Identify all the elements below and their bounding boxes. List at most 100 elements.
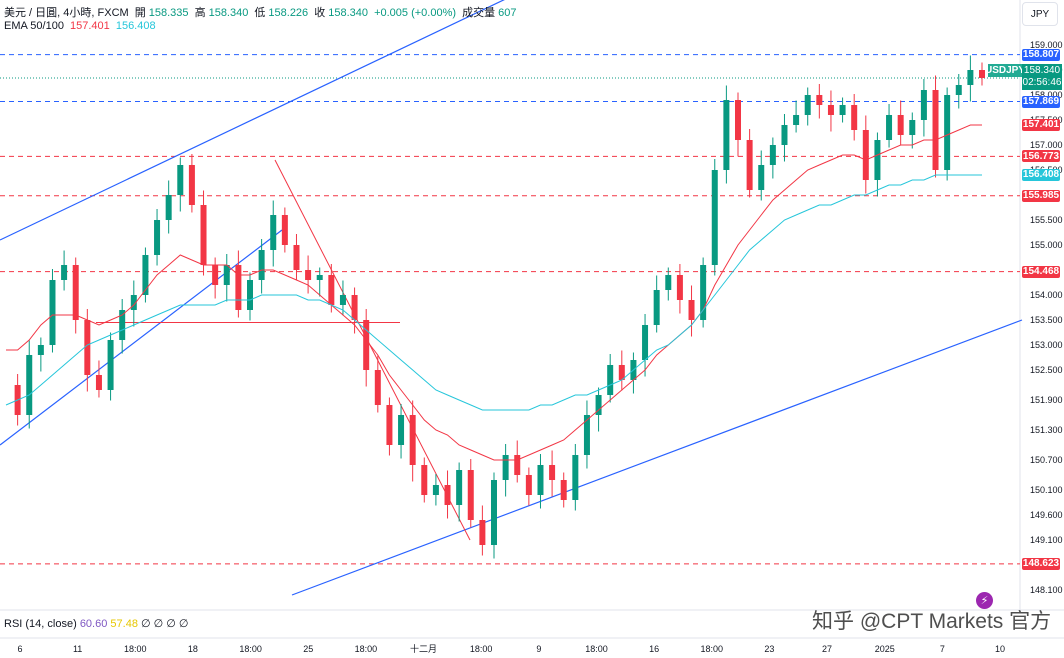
y-tick-label: 155.000 bbox=[1030, 240, 1063, 250]
x-tick-label: 27 bbox=[822, 644, 832, 654]
candle-body bbox=[107, 340, 114, 390]
candle-body bbox=[816, 95, 823, 105]
candle-body bbox=[49, 280, 56, 345]
candle-body bbox=[583, 415, 590, 455]
candle-body bbox=[247, 280, 253, 310]
candle-body bbox=[351, 295, 358, 320]
x-tick-label: 18:00 bbox=[470, 644, 493, 654]
candle-body bbox=[909, 120, 916, 135]
candle-body bbox=[142, 255, 149, 295]
candle-body bbox=[676, 275, 683, 300]
upper-trend-line bbox=[0, 0, 505, 241]
candle-body bbox=[432, 485, 439, 495]
x-tick-label: 9 bbox=[536, 644, 541, 654]
candle-body bbox=[270, 215, 277, 250]
y-tick-label: 150.100 bbox=[1030, 485, 1063, 495]
candle-body bbox=[711, 170, 718, 265]
y-tick-label: 158.000 bbox=[1030, 90, 1063, 100]
x-tick-label: 十二月 bbox=[410, 643, 437, 654]
x-tick-label: 25 bbox=[303, 644, 313, 654]
candle-body bbox=[154, 220, 161, 255]
candle-body bbox=[84, 320, 91, 375]
candle-body bbox=[119, 310, 126, 340]
rsi-legend[interactable]: RSI (14, close) 60.60 57.48 ∅ ∅ ∅ ∅ bbox=[4, 617, 189, 630]
candle-body bbox=[502, 455, 509, 480]
rsi-value-2: 57.48 bbox=[110, 618, 138, 630]
candle-body bbox=[177, 165, 184, 195]
symbol-line[interactable]: 美元 / 日圓, 4小時, FXCM bbox=[4, 7, 129, 19]
candle-body bbox=[258, 250, 265, 280]
candle-body bbox=[839, 105, 846, 115]
candle-body bbox=[979, 70, 985, 78]
candle-body bbox=[444, 485, 451, 505]
price-level-tag: 157.869 bbox=[1022, 95, 1060, 108]
candle-body bbox=[549, 465, 556, 480]
y-tick-label: 159.000 bbox=[1030, 40, 1063, 50]
candle-body bbox=[363, 320, 370, 370]
candle-body bbox=[769, 145, 776, 165]
y-tick-label: 153.500 bbox=[1030, 315, 1063, 325]
currency-button[interactable]: JPY bbox=[1022, 2, 1058, 26]
x-tick-label: 18 bbox=[188, 644, 198, 654]
candle-body bbox=[26, 355, 33, 415]
candle-body bbox=[665, 275, 672, 290]
rsi-value-1: 60.60 bbox=[79, 618, 108, 630]
candle-body bbox=[293, 245, 300, 270]
x-tick-label: 18:00 bbox=[124, 644, 147, 654]
candle-body bbox=[398, 415, 405, 445]
candle-body bbox=[200, 205, 207, 265]
candle-body bbox=[467, 470, 474, 520]
candle-body bbox=[374, 370, 381, 405]
watermark: 知乎 @CPT Markets 官方 bbox=[812, 610, 1052, 633]
candle-body bbox=[735, 100, 741, 140]
candle-body bbox=[316, 275, 323, 280]
x-tick-label: 2025 bbox=[875, 644, 895, 654]
x-tick-label: 6 bbox=[17, 644, 22, 654]
price-level-tag: 156.773 bbox=[1022, 150, 1060, 163]
close-value: 158.340 bbox=[328, 7, 368, 19]
bar-countdown: 02:56:46 bbox=[1022, 77, 1062, 88]
lightning-icon: ⚡ bbox=[976, 592, 993, 609]
candle-body bbox=[793, 115, 800, 125]
x-tick-label: 18:00 bbox=[355, 644, 378, 654]
symbol-ohlc-header: 美元 / 日圓, 4小時, FXCM 開 158.335 高 158.340 低 15… bbox=[4, 4, 519, 20]
y-tick-label: 149.600 bbox=[1030, 510, 1063, 520]
x-tick-label: 23 bbox=[764, 644, 774, 654]
candle-body bbox=[537, 465, 544, 495]
candle-body bbox=[920, 90, 927, 120]
candle-body bbox=[862, 130, 869, 180]
candle-body bbox=[514, 455, 521, 475]
candle-body bbox=[955, 85, 962, 95]
candle-body bbox=[456, 470, 463, 505]
candle-body bbox=[851, 105, 858, 130]
candle-body bbox=[944, 95, 951, 170]
candle-body bbox=[235, 265, 242, 310]
ema50-value: 157.401 bbox=[70, 20, 110, 32]
x-tick-label: 18:00 bbox=[585, 644, 608, 654]
candle-body bbox=[479, 520, 486, 545]
high-label: 高 bbox=[194, 7, 206, 19]
y-tick-label: 157.000 bbox=[1030, 140, 1063, 150]
candle-body bbox=[642, 325, 649, 360]
candle-body bbox=[758, 165, 765, 190]
candle-body bbox=[305, 270, 312, 280]
candle-body bbox=[723, 100, 730, 170]
candle-body bbox=[572, 455, 579, 500]
candle-body bbox=[409, 415, 416, 465]
candle-body bbox=[339, 295, 346, 305]
ema-label: EMA 50/100 bbox=[4, 20, 64, 32]
candle-body bbox=[95, 375, 102, 390]
y-tick-label: 153.000 bbox=[1030, 340, 1063, 350]
candle-body bbox=[700, 265, 707, 320]
lower-trend-line bbox=[291, 319, 1023, 596]
y-tick-label: 151.300 bbox=[1030, 425, 1063, 435]
x-tick-label: 7 bbox=[940, 644, 945, 654]
y-tick-label: 148.100 bbox=[1030, 585, 1063, 595]
last-price: 158.340 bbox=[1023, 65, 1061, 76]
change-value: +0.005 (+0.00%) bbox=[374, 7, 457, 19]
price-level-tag: 155.985 bbox=[1022, 189, 1060, 202]
candle-body bbox=[827, 105, 834, 115]
candle-body bbox=[188, 165, 195, 205]
ema-legend[interactable]: EMA 50/100 157.401 156.408 bbox=[4, 20, 159, 32]
